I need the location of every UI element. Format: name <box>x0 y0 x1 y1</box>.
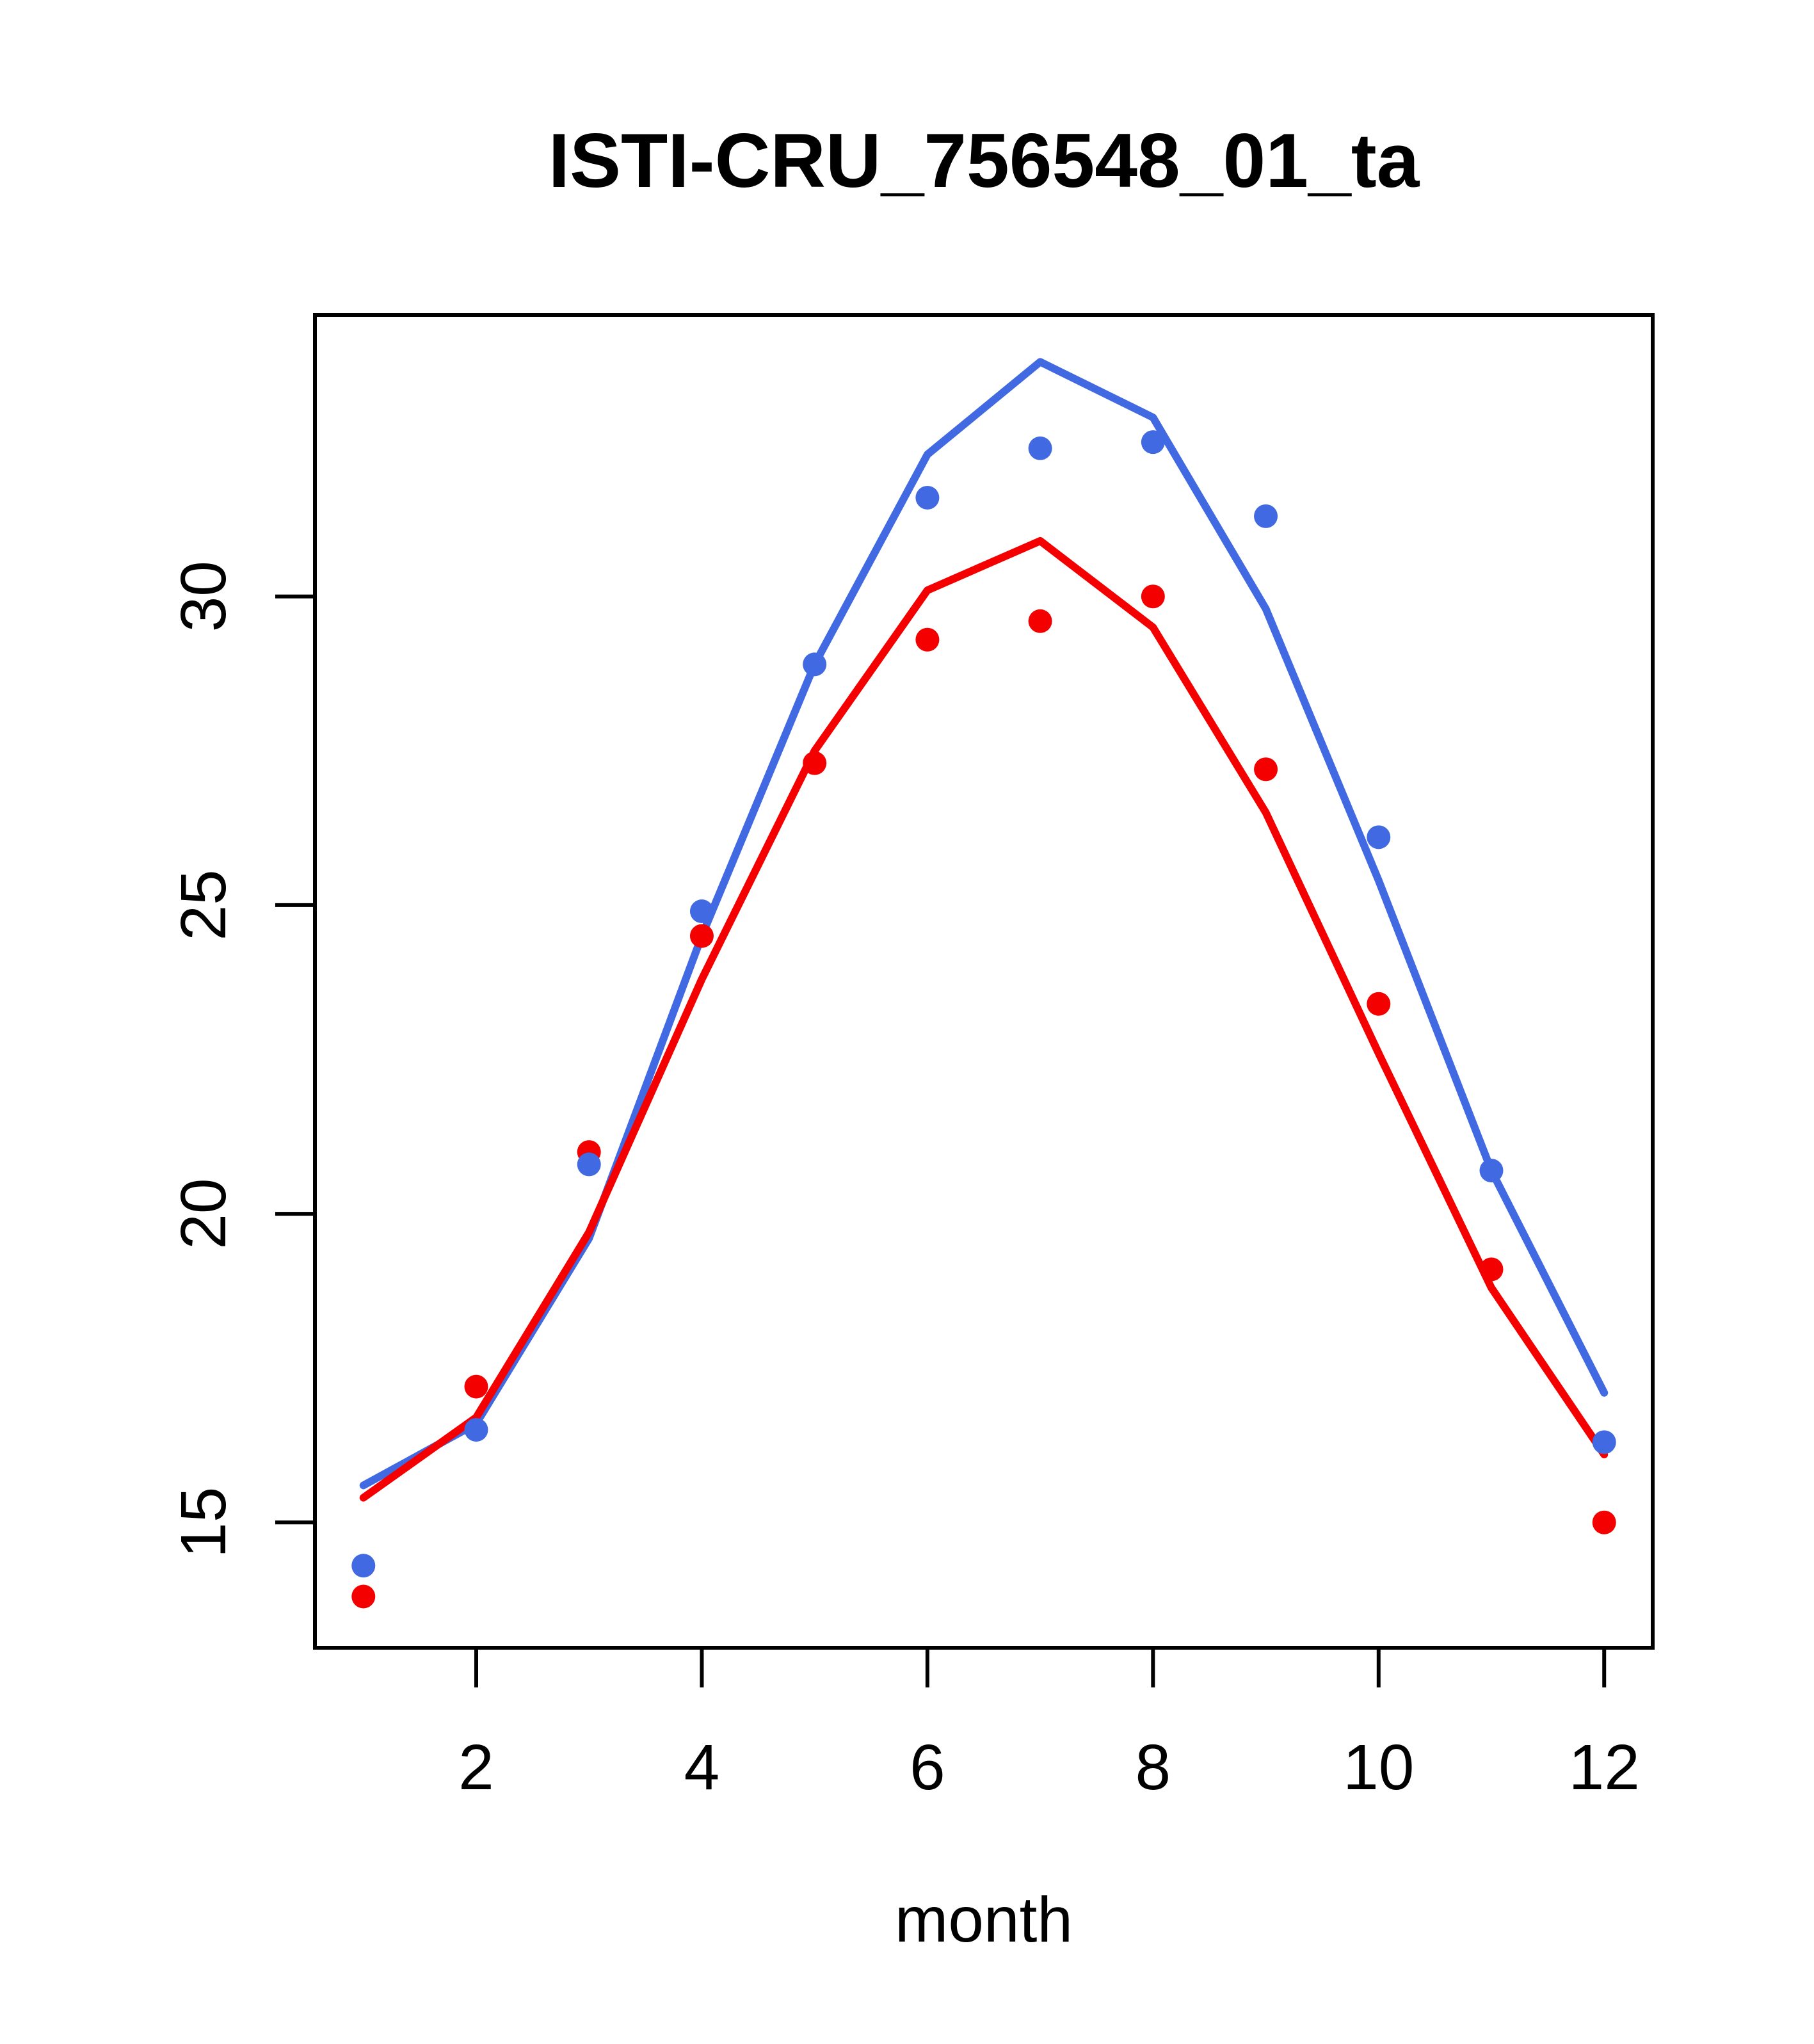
plot-box <box>313 313 1655 1650</box>
climatology-line-red <box>359 536 1609 1502</box>
monthly-points-red-dot <box>915 627 940 652</box>
monthly-points-red-dot <box>1367 992 1391 1016</box>
monthly-points-blue-dot <box>351 1554 376 1578</box>
monthly-points-blue-dot <box>464 1418 488 1442</box>
monthly-points-blue-dot <box>1479 1159 1504 1183</box>
y-tick-label: 20 <box>168 1178 239 1249</box>
x-axis-label: month <box>895 1884 1073 1956</box>
y-tick-label: 25 <box>168 869 239 940</box>
monthly-points-blue-dot <box>689 899 714 924</box>
monthly-points-red-dot <box>803 751 827 775</box>
y-tick-label: 15 <box>168 1487 239 1558</box>
monthly-points-blue-dot <box>803 652 827 677</box>
monthly-points-red-dot <box>1479 1257 1504 1282</box>
monthly-points-blue-dot <box>1592 1430 1616 1454</box>
monthly-points-blue-group <box>351 430 1616 1578</box>
x-tick-label: 12 <box>1569 1732 1640 1803</box>
monthly-points-red-group <box>351 584 1616 1609</box>
monthly-points-red-dot <box>1254 757 1278 782</box>
monthly-points-red-dot <box>464 1374 488 1399</box>
monthly-points-blue-dot <box>1028 436 1052 460</box>
monthly-points-red-dot <box>689 924 714 948</box>
monthly-points-blue-dot <box>1367 825 1391 849</box>
monthly-points-blue-dot <box>577 1152 601 1177</box>
chart-title: ISTI-CRU_756548_01_ta <box>549 118 1420 204</box>
monthly-points-red-dot <box>1592 1510 1616 1534</box>
x-tick-label: 2 <box>458 1732 494 1803</box>
x-tick-label: 8 <box>1136 1732 1171 1803</box>
x-axis-ticks: 2 4 6 8 10 12 <box>458 1648 1640 1803</box>
monthly-points-blue-dot <box>1141 430 1165 455</box>
series-layer <box>351 358 1616 1609</box>
monthly-points-red-dot <box>351 1584 376 1609</box>
monthly-points-red-dot <box>1028 609 1052 633</box>
x-tick-label: 6 <box>910 1732 945 1803</box>
monthly-points-blue-dot <box>1254 504 1278 528</box>
x-tick-label: 10 <box>1343 1732 1414 1803</box>
x-tick-label: 4 <box>684 1732 720 1803</box>
y-tick-label: 30 <box>168 561 239 632</box>
monthly-points-blue-dot <box>915 485 940 510</box>
climatology-line-blue <box>359 358 1609 1490</box>
monthly-points-red-dot <box>1141 584 1165 609</box>
y-axis-ticks: 15 20 25 30 <box>168 561 315 1558</box>
